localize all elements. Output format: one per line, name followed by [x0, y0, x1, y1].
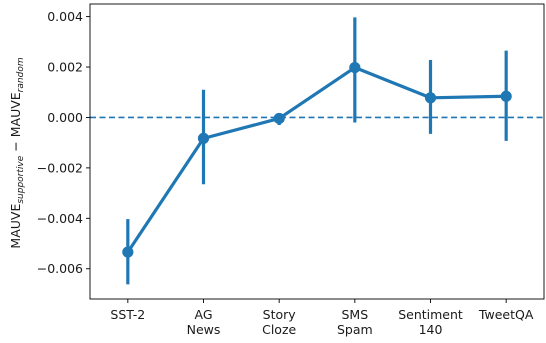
- data-point: [349, 61, 361, 74]
- y-tick-label: −0.002: [37, 160, 83, 175]
- data-point: [122, 246, 134, 258]
- data-point: [197, 132, 210, 144]
- data-point: [273, 112, 285, 125]
- y-tick-label: −0.004: [37, 211, 83, 226]
- x-tick-label: TweetQA: [478, 307, 534, 322]
- plot-frame: [89, 3, 545, 300]
- x-axis: SST-2 AG News Story Cloze SMS Spam Sentiment 140…: [110, 299, 534, 337]
- y-label-mauve-2: MAUVE: [8, 92, 23, 137]
- y-label-minus: −: [8, 141, 23, 151]
- x-tick-label: Story Cloze: [262, 307, 296, 337]
- x-tick-label: SST-2: [110, 307, 145, 322]
- y-tick-label: 0.000: [47, 110, 83, 125]
- series-line: [126, 65, 508, 254]
- data-point: [424, 92, 437, 104]
- y-label-mauve-1: MAUVE: [8, 204, 23, 249]
- data-point: [500, 90, 512, 102]
- y-tick-label: −0.006: [37, 261, 83, 276]
- y-axis: −0.006 −0.004 −0.002 0.000 0.002 0.004: [37, 9, 90, 276]
- x-tick-label: AG News: [187, 307, 221, 337]
- y-label-subscript-random: random: [16, 57, 26, 92]
- x-tick-label: Sentiment 140: [398, 307, 463, 337]
- y-label-subscript-supportive: supportive: [16, 155, 26, 203]
- plot-area: [89, 3, 545, 300]
- x-tick-label: SMS Spam: [337, 307, 373, 337]
- y-tick-label: 0.002: [47, 60, 83, 75]
- y-tick-label: 0.004: [47, 9, 83, 24]
- y-axis-label: MAUVEsupportive−MAUVErandom: [8, 57, 26, 248]
